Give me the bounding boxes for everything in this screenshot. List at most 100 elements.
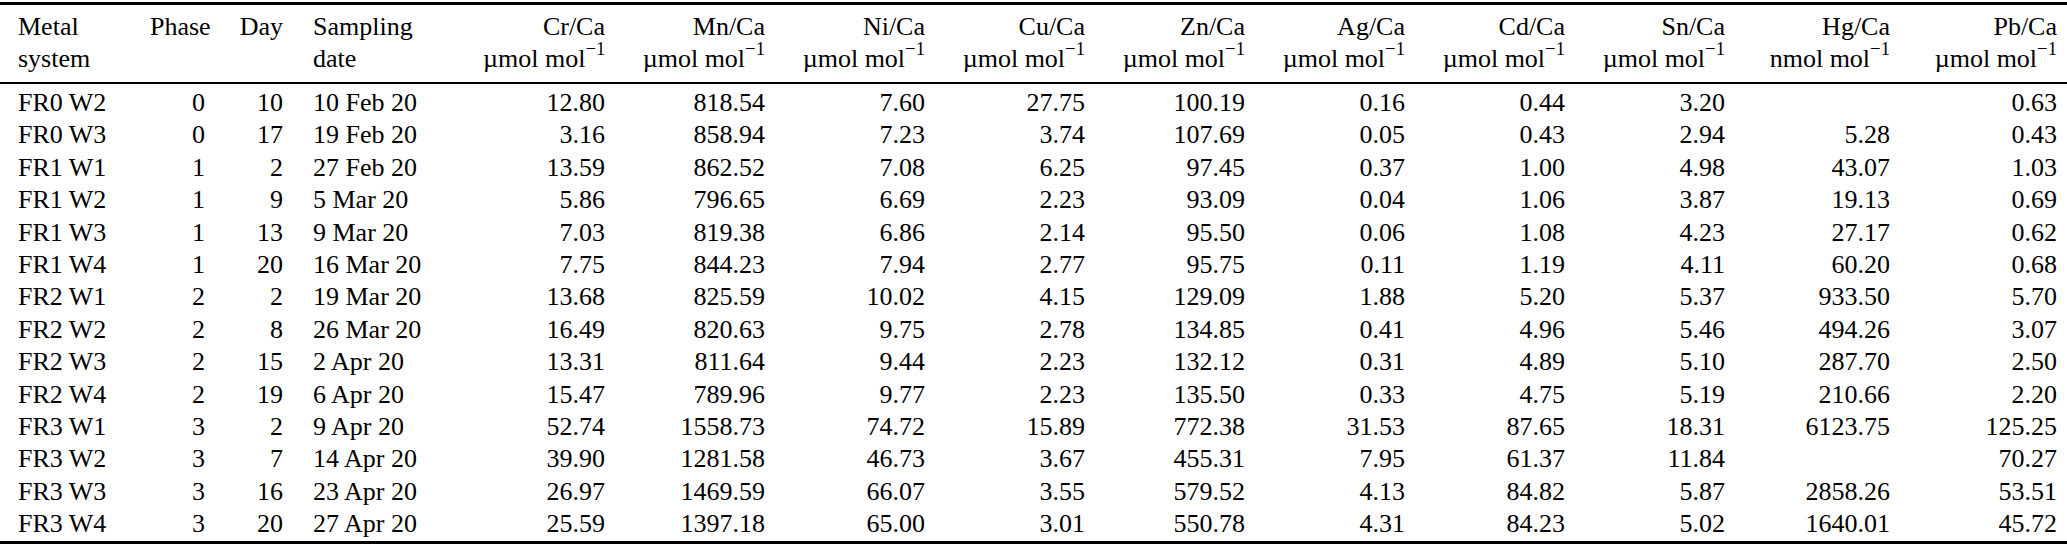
cell-pb-ca: 0.68	[1890, 249, 2067, 281]
cell-zn-ca: 95.50	[1085, 217, 1245, 249]
column-unit: µmol mol−1	[1245, 43, 1405, 75]
cell-sampling-date: 26 Mar 20	[283, 314, 483, 346]
unit-base: µmol mol	[963, 44, 1065, 73]
cell-pb-ca: 0.69	[1890, 184, 2067, 216]
column-header-cr-ca: Cr/Caµmol mol−1	[483, 4, 605, 84]
cell-mn-ca: 1469.59	[605, 476, 765, 508]
cell-ag-ca: 0.04	[1245, 184, 1405, 216]
cell-ag-ca: 0.37	[1245, 152, 1405, 184]
column-header-mn-ca: Mn/Caµmol mol−1	[605, 4, 765, 84]
column-label: Sn/Ca	[1565, 11, 1725, 43]
cell-pb-ca: 5.70	[1890, 281, 2067, 313]
column-header-cu-ca: Cu/Caµmol mol−1	[925, 4, 1085, 84]
unit-base: µmol mol	[483, 44, 585, 73]
unit-exponent: −1	[745, 38, 765, 59]
cell-sn-ca: 5.19	[1565, 379, 1725, 411]
cell-ni-ca: 10.02	[765, 281, 925, 313]
cell-sampling-date: 9 Mar 20	[283, 217, 483, 249]
cell-cu-ca: 3.74	[925, 119, 1085, 151]
cell-sampling-date: 10 Feb 20	[283, 83, 483, 119]
cell-day: 2	[205, 411, 283, 443]
cell-ag-ca: 7.95	[1245, 443, 1405, 475]
cell-mn-ca: 820.63	[605, 314, 765, 346]
column-unit: µmol mol−1	[1890, 43, 2057, 75]
cell-ag-ca: 0.41	[1245, 314, 1405, 346]
cell-mn-ca: 858.94	[605, 119, 765, 151]
cell-ni-ca: 9.77	[765, 379, 925, 411]
cell-mn-ca: 811.64	[605, 346, 765, 378]
cell-cr-ca: 12.80	[483, 83, 605, 119]
column-header-ni-ca: Ni/Caµmol mol−1	[765, 4, 925, 84]
cell-pb-ca: 125.25	[1890, 411, 2067, 443]
cell-metal-system: FR2 W1	[0, 281, 150, 313]
column-label: Day	[205, 11, 283, 43]
cell-cd-ca: 1.00	[1405, 152, 1565, 184]
cell-metal-system: FR0 W3	[0, 119, 150, 151]
cell-ni-ca: 7.60	[765, 83, 925, 119]
cell-ni-ca: 9.44	[765, 346, 925, 378]
cell-day: 2	[205, 152, 283, 184]
cell-ag-ca: 0.33	[1245, 379, 1405, 411]
cell-zn-ca: 107.69	[1085, 119, 1245, 151]
cell-cu-ca: 3.01	[925, 508, 1085, 542]
cell-day: 8	[205, 314, 283, 346]
cell-ag-ca: 1.88	[1245, 281, 1405, 313]
cell-cu-ca: 2.78	[925, 314, 1085, 346]
cell-phase: 2	[150, 346, 205, 378]
cell-ni-ca: 74.72	[765, 411, 925, 443]
cell-hg-ca: 287.70	[1725, 346, 1890, 378]
cell-mn-ca: 844.23	[605, 249, 765, 281]
cell-mn-ca: 789.96	[605, 379, 765, 411]
cell-hg-ca: 1640.01	[1725, 508, 1890, 542]
column-unit: µmol mol−1	[1085, 43, 1245, 75]
cell-sn-ca: 3.87	[1565, 184, 1725, 216]
column-unit: µmol mol−1	[1565, 43, 1725, 75]
cell-zn-ca: 100.19	[1085, 83, 1245, 119]
table-row: FR2 W22826 Mar 2016.49820.639.752.78134.…	[0, 314, 2067, 346]
cell-cd-ca: 1.19	[1405, 249, 1565, 281]
column-unit: µmol mol−1	[925, 43, 1085, 75]
cell-sampling-date: 19 Mar 20	[283, 281, 483, 313]
cell-cr-ca: 13.31	[483, 346, 605, 378]
cell-zn-ca: 95.75	[1085, 249, 1245, 281]
cell-cr-ca: 16.49	[483, 314, 605, 346]
table-row: FR3 W23714 Apr 2039.901281.5846.733.6745…	[0, 443, 2067, 475]
cell-ni-ca: 9.75	[765, 314, 925, 346]
cell-ag-ca: 31.53	[1245, 411, 1405, 443]
cell-cd-ca: 5.20	[1405, 281, 1565, 313]
cell-day: 16	[205, 476, 283, 508]
column-label: Pb/Ca	[1890, 11, 2057, 43]
column-header-metal-system: Metalsystem	[0, 4, 150, 84]
cell-sn-ca: 4.11	[1565, 249, 1725, 281]
unit-exponent: −1	[1225, 38, 1245, 59]
cell-hg-ca: 60.20	[1725, 249, 1890, 281]
cell-day: 10	[205, 83, 283, 119]
column-header-pb-ca: Pb/Caµmol mol−1	[1890, 4, 2067, 84]
table-row: FR3 W432027 Apr 2025.591397.1865.003.015…	[0, 508, 2067, 542]
cell-mn-ca: 796.65	[605, 184, 765, 216]
cell-cr-ca: 52.74	[483, 411, 605, 443]
cell-pb-ca: 3.07	[1890, 314, 2067, 346]
cell-day: 20	[205, 508, 283, 542]
cell-mn-ca: 1558.73	[605, 411, 765, 443]
cell-phase: 3	[150, 443, 205, 475]
cell-metal-system: FR1 W3	[0, 217, 150, 249]
cell-zn-ca: 93.09	[1085, 184, 1245, 216]
cell-zn-ca: 135.50	[1085, 379, 1245, 411]
column-label: Ni/Ca	[765, 11, 925, 43]
cell-day: 2	[205, 281, 283, 313]
cell-zn-ca: 550.78	[1085, 508, 1245, 542]
table-row: FR0 W301719 Feb 203.16858.947.233.74107.…	[0, 119, 2067, 151]
cell-hg-ca: 210.66	[1725, 379, 1890, 411]
column-label-line2: system	[18, 43, 150, 75]
cell-cd-ca: 87.65	[1405, 411, 1565, 443]
cell-phase: 3	[150, 411, 205, 443]
metal-ca-ratios-table: MetalsystemPhaseDaySamplingdateCr/Caµmol…	[0, 2, 2067, 544]
cell-cd-ca: 84.23	[1405, 508, 1565, 542]
unit-base: µmol mol	[1283, 44, 1385, 73]
cell-phase: 1	[150, 152, 205, 184]
cell-sampling-date: 27 Feb 20	[283, 152, 483, 184]
cell-cu-ca: 4.15	[925, 281, 1085, 313]
cell-hg-ca: 43.07	[1725, 152, 1890, 184]
cell-day: 13	[205, 217, 283, 249]
